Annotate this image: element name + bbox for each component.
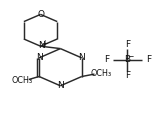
Text: O: O (37, 10, 44, 19)
Text: B: B (124, 55, 130, 65)
Text: OCH₃: OCH₃ (91, 69, 112, 78)
Text: N: N (57, 81, 64, 90)
Text: N: N (36, 53, 42, 62)
Text: N: N (78, 53, 85, 62)
Text: OCH₃: OCH₃ (11, 76, 32, 85)
Text: F: F (146, 55, 151, 65)
Text: F: F (104, 55, 109, 65)
Text: −: − (128, 53, 134, 61)
Text: F: F (125, 40, 130, 49)
Text: F: F (125, 71, 130, 80)
Text: N: N (38, 41, 45, 50)
Text: +: + (41, 39, 48, 48)
